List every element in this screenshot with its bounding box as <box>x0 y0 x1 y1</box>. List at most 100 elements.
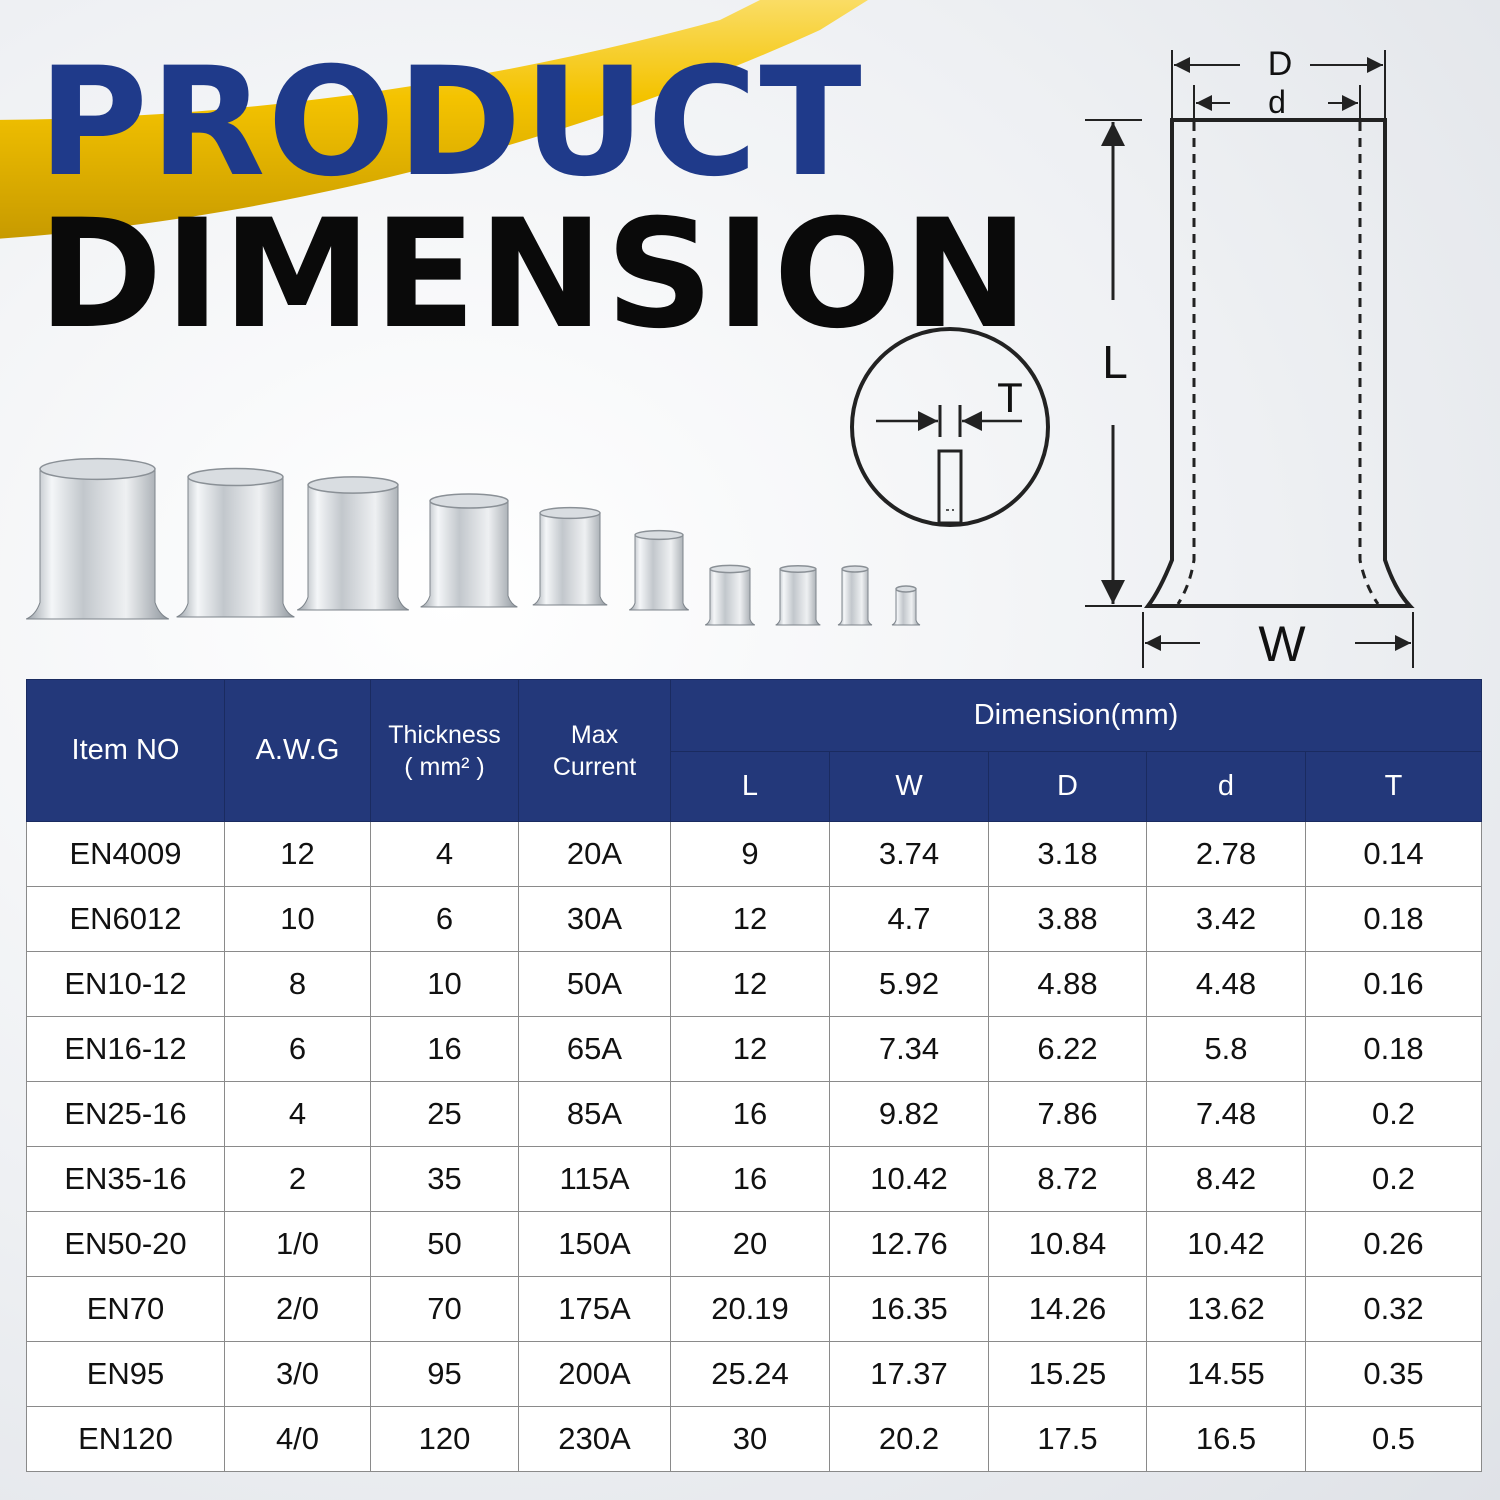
ferrule-product-image <box>25 457 921 626</box>
table-body: EN4009 12 4 20A 9 3.74 3.18 2.78 0.14 EN6012 10 6 30… <box>26 821 1483 1472</box>
table-cell: 0.18 <box>1304 886 1483 952</box>
table-cell: 5.8 <box>1146 1016 1306 1082</box>
label-D: D <box>1268 45 1293 83</box>
table-cell: 4/0 <box>224 1406 371 1472</box>
table-cell: 8.72 <box>988 1146 1147 1212</box>
table-cell: 4.48 <box>1146 951 1306 1017</box>
ferrule-opening-6 <box>634 529 684 541</box>
header-max-current: Max Current <box>518 679 671 822</box>
table-cell: 16.35 <box>829 1276 989 1342</box>
table-cell: 25.24 <box>670 1341 830 1407</box>
ferrule-opening-10 <box>895 585 917 593</box>
table-cell: 230A <box>518 1406 671 1472</box>
table-cell: 13.62 <box>1146 1276 1306 1342</box>
ferrule-10 <box>891 588 921 626</box>
table-cell: 0.18 <box>1304 1016 1483 1082</box>
table-cell: EN35-16 <box>26 1146 225 1212</box>
table-cell: 30 <box>670 1406 830 1472</box>
table-cell: 3.42 <box>1146 886 1306 952</box>
table-cell: 2 <box>224 1146 371 1212</box>
table-cell: 2/0 <box>224 1276 371 1342</box>
ferrule-2 <box>176 476 295 618</box>
table-cell: 20.19 <box>670 1276 830 1342</box>
spec-table: Item NO A.W.G Thickness ( mm² ) Max Curr… <box>26 679 1483 1472</box>
ferrule-opening-8 <box>779 565 817 573</box>
yellow-cable-image <box>0 0 868 239</box>
table-cell: 2.78 <box>1146 821 1306 887</box>
header-L: L <box>670 751 830 822</box>
ferrule-opening-2 <box>187 467 284 487</box>
table-cell: EN25-16 <box>26 1081 225 1147</box>
table-cell: 16.5 <box>1146 1406 1306 1472</box>
table-cell: 10 <box>370 951 519 1017</box>
ferrule-1 <box>25 468 170 620</box>
table-cell: 0.32 <box>1304 1276 1483 1342</box>
header-dimension: Dimension(mm) <box>669 679 1483 752</box>
table-cell: 0.2 <box>1304 1146 1483 1212</box>
table-row: EN35-16 2 35 115A 16 10.42 8.72 8.42 0.2 <box>26 1146 1483 1212</box>
table-cell: 14.55 <box>1146 1341 1306 1407</box>
ferrule-opening-9 <box>841 565 869 573</box>
table-row: EN25-16 4 25 85A 16 9.82 7.86 7.48 0.2 <box>26 1081 1483 1147</box>
table-cell: 115A <box>518 1146 671 1212</box>
table-cell: 10.42 <box>1146 1211 1306 1277</box>
table-cell: 3.18 <box>988 821 1147 887</box>
table-cell: EN95 <box>26 1341 225 1407</box>
table-cell: 5.92 <box>829 951 989 1017</box>
table-cell: 15.25 <box>988 1341 1147 1407</box>
table-cell: 12 <box>224 821 371 887</box>
table-cell: 16 <box>370 1016 519 1082</box>
table-cell: 6 <box>224 1016 371 1082</box>
ferrule-3 <box>296 484 410 611</box>
table-cell: 120 <box>370 1406 519 1472</box>
table-row: EN6012 10 6 30A 12 4.7 3.88 3.42 0.18 <box>26 886 1483 952</box>
label-W: W <box>1258 616 1306 672</box>
ferrule-opening-7 <box>709 564 751 574</box>
table-cell: 0.16 <box>1304 951 1483 1017</box>
title-line-2: DIMENSION <box>38 188 1031 362</box>
label-d: d <box>1268 84 1286 120</box>
table-cell: 30A <box>518 886 671 952</box>
table-cell: 16 <box>670 1146 830 1212</box>
table-cell: 85A <box>518 1081 671 1147</box>
table-cell: 10.84 <box>988 1211 1147 1277</box>
table-cell: 12 <box>670 886 830 952</box>
table-cell: 7.86 <box>988 1081 1147 1147</box>
table-cell: 0.2 <box>1304 1081 1483 1147</box>
table-cell: 14.26 <box>988 1276 1147 1342</box>
table-cell: 4.88 <box>988 951 1147 1017</box>
table-cell: 8.42 <box>1146 1146 1306 1212</box>
table-header: Item NO A.W.G Thickness ( mm² ) Max Curr… <box>26 679 1483 822</box>
table-cell: 12 <box>670 951 830 1017</box>
table-cell: 9.82 <box>829 1081 989 1147</box>
title-line-1: PRODUCT <box>38 36 864 210</box>
table-cell: EN6012 <box>26 886 225 952</box>
table-cell: 4 <box>224 1081 371 1147</box>
table-cell: 200A <box>518 1341 671 1407</box>
label-L: L <box>1102 336 1128 388</box>
table-cell: 3.88 <box>988 886 1147 952</box>
ferrule-opening-5 <box>539 506 601 520</box>
table-cell: 175A <box>518 1276 671 1342</box>
table-cell: 8 <box>224 951 371 1017</box>
table-cell: 95 <box>370 1341 519 1407</box>
table-cell: 7.48 <box>1146 1081 1306 1147</box>
table-cell: EN10-12 <box>26 951 225 1017</box>
table-cell: 0.14 <box>1304 821 1483 887</box>
table-cell: 16 <box>670 1081 830 1147</box>
table-cell: 20.2 <box>829 1406 989 1472</box>
table-cell: 12 <box>670 1016 830 1082</box>
table-cell: 6.22 <box>988 1016 1147 1082</box>
table-cell: 10.42 <box>829 1146 989 1212</box>
table-cell: EN70 <box>26 1276 225 1342</box>
label-T: T <box>997 374 1023 421</box>
table-cell: 6 <box>370 886 519 952</box>
table-cell: 150A <box>518 1211 671 1277</box>
ferrule-9 <box>837 568 873 626</box>
ferrule-4 <box>420 500 518 608</box>
header-D: D <box>988 751 1147 822</box>
header-awg: A.W.G <box>224 679 371 822</box>
ferrule-opening-1 <box>39 457 156 481</box>
table-cell: 70 <box>370 1276 519 1342</box>
table-cell: 1/0 <box>224 1211 371 1277</box>
